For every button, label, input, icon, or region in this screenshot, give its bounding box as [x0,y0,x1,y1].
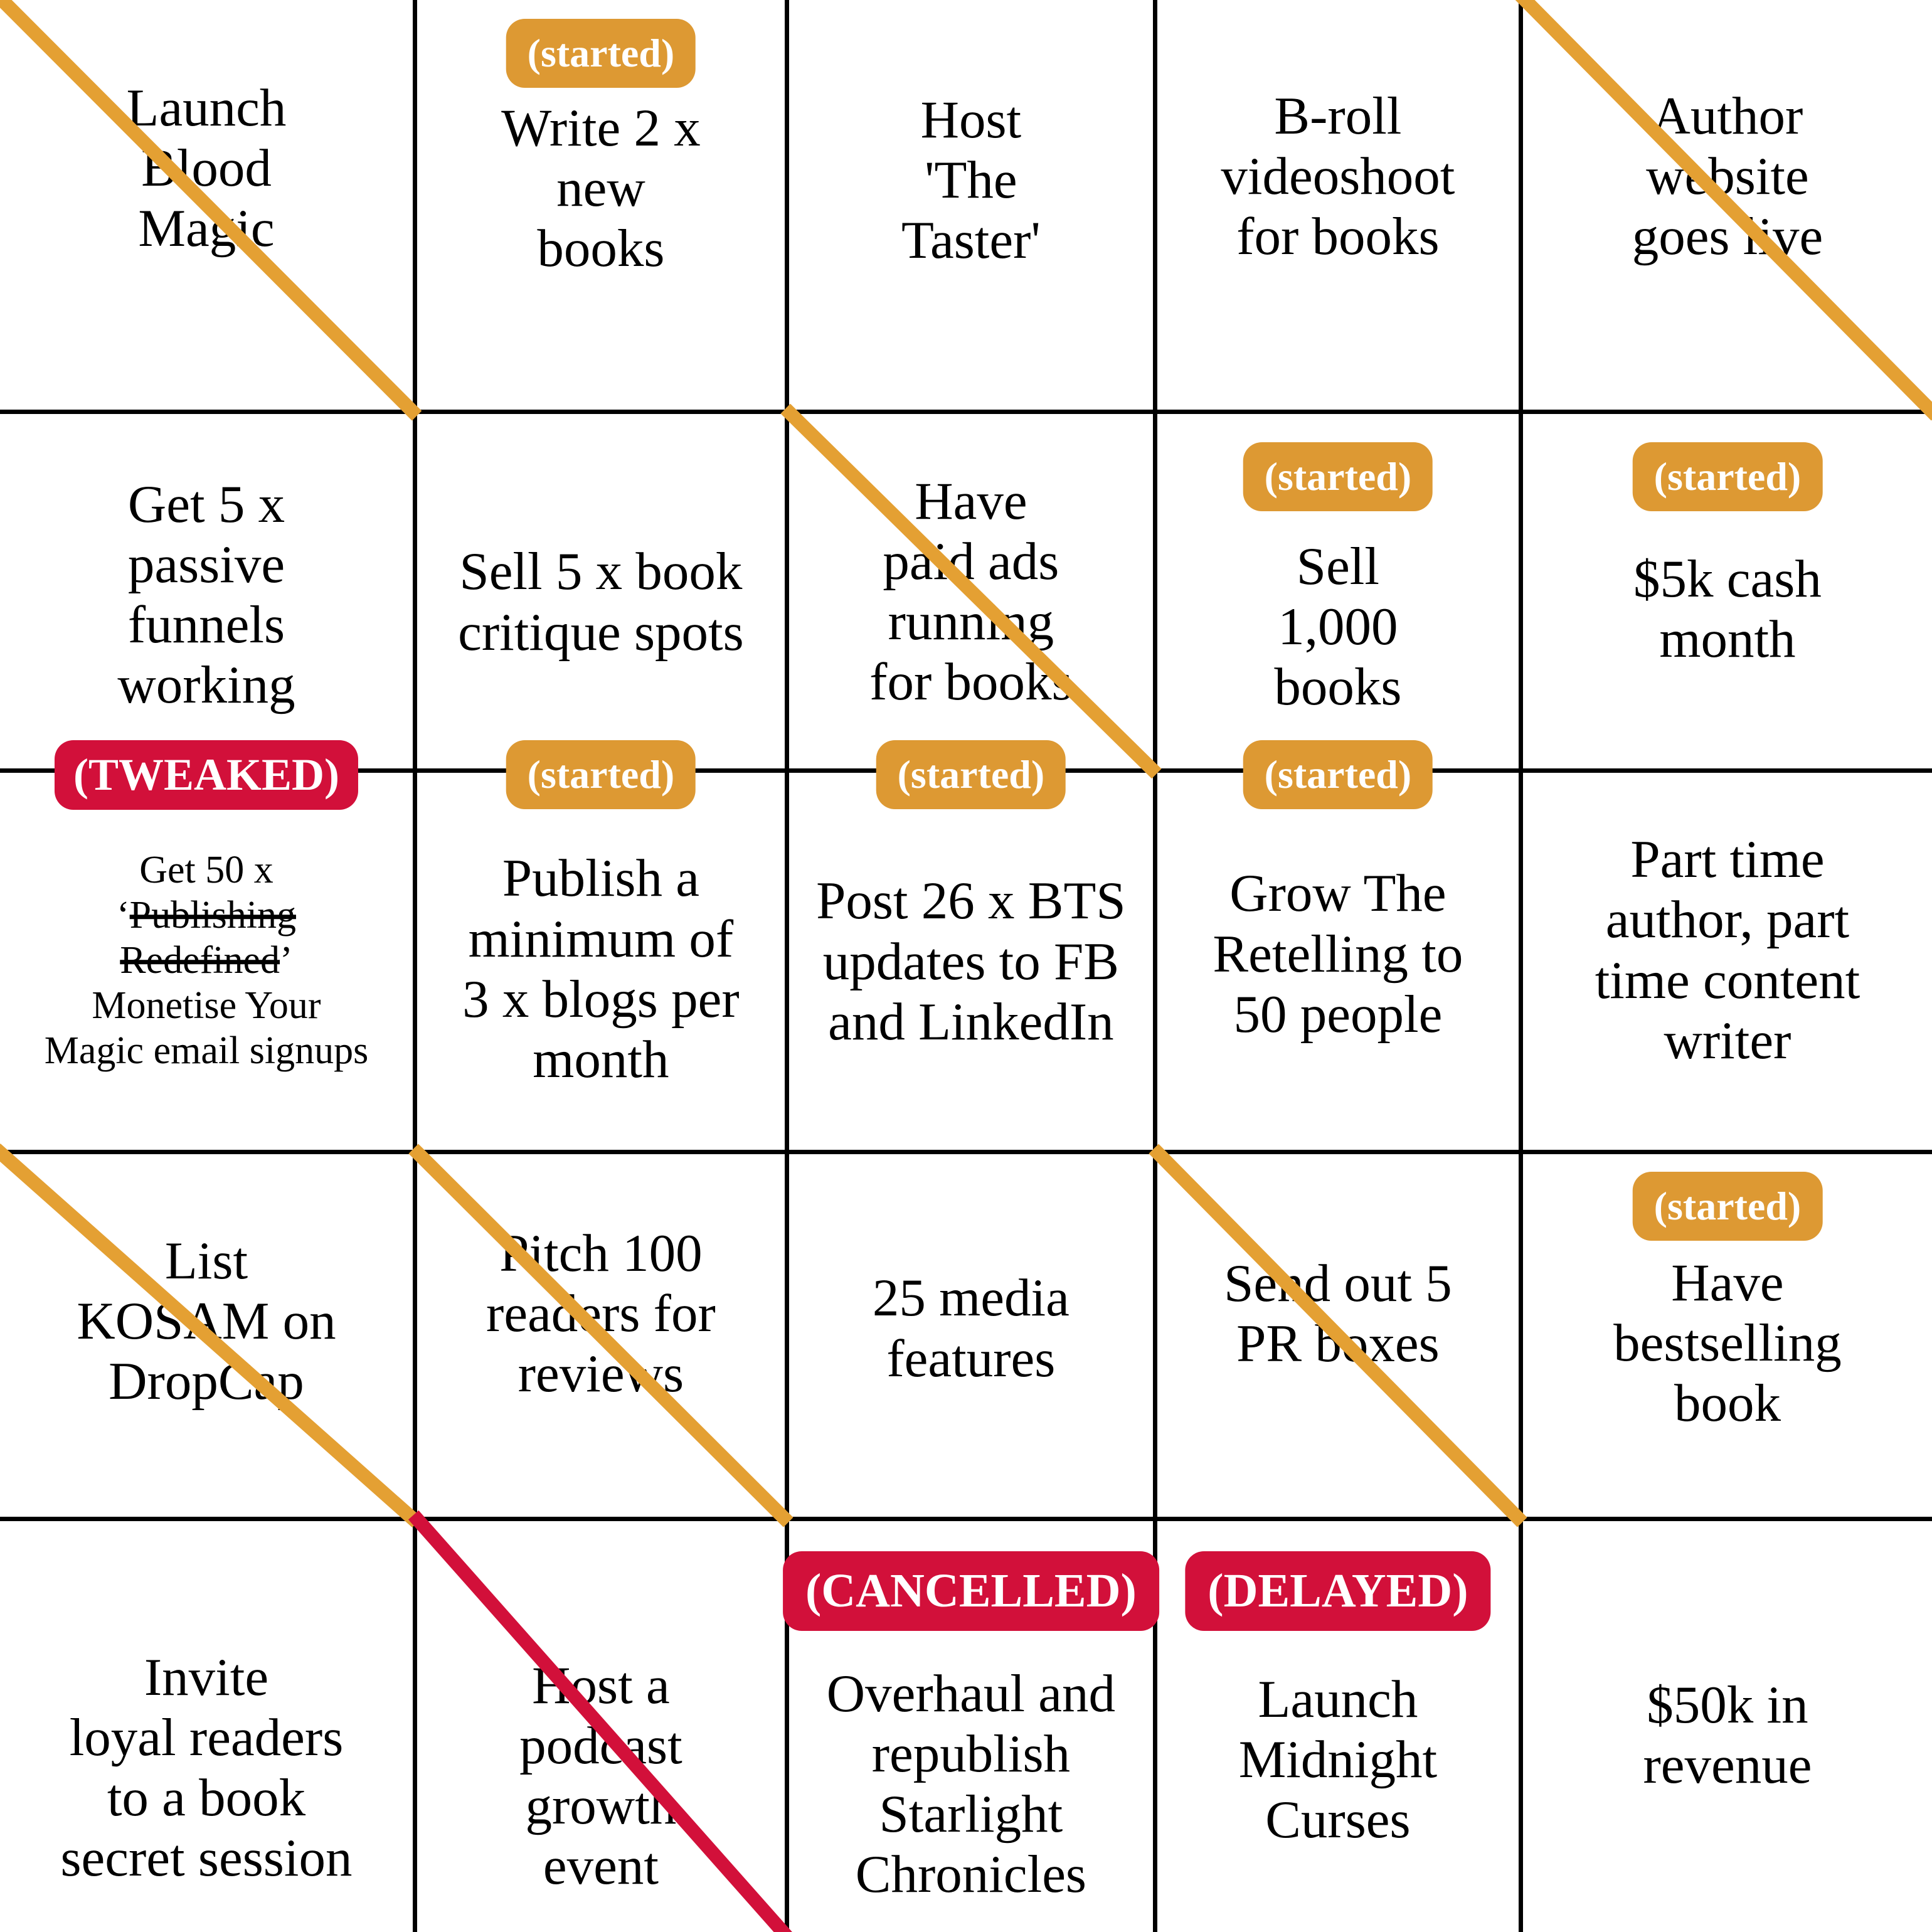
cell-text-r2c3: Have paid ads running for books [869,471,1073,711]
cell-r1c1: Launch Blood Magic [0,0,417,414]
cell-text-r4c1: List KOSAM on DropCap [77,1231,336,1411]
cell-r2c5: (started) $5k cash month [1522,414,1932,773]
cell-r1c3: Host 'The Taster' [788,0,1157,415]
status-badge-r5c4: (DELAYED) [1185,1551,1491,1632]
cell-text-r1c3: Host 'The Taster' [901,90,1041,270]
cell-text-r3c2: Publish a minimum of 3 x blogs per month [462,849,740,1089]
cell-r5c4: (DELAYED) Launch Midnight Curses [1157,1521,1523,1932]
cell-r1c2: (started) Write 2 x new books [417,0,789,415]
cell-text-r2c2: Sell 5 x book critique spots [458,542,744,662]
cell-text-r4c3: 25 media features [872,1268,1070,1388]
cell-r4c1: List KOSAM on DropCap [0,1154,417,1521]
cell-r4c2: Pitch 100 readers for reviews [417,1154,789,1521]
cell-r3c3: (started) Post 26 x BTS updates to FB and L… [788,740,1157,1154]
cell-r2c2: Sell 5 x book critique spots [417,414,789,773]
cell-r4c5: (started) Have bestselling book [1522,1154,1932,1522]
cell-text-r1c5: Author website goes live [1632,86,1823,266]
status-badge-r2c5: (started) [1632,442,1823,512]
cell-text-r1c2: Write 2 x new books [501,98,701,279]
cell-text-r4c2: Pitch 100 readers for reviews [486,1224,716,1404]
cell-r4c4: Send out 5 PR boxes [1157,1154,1523,1521]
cell-text-r5c2: Host a podcast growth event [519,1656,682,1896]
status-badge-r5c3: (CANCELLED) [782,1551,1159,1632]
status-badge-r3c4: (started) [1243,740,1433,809]
status-badge-r3c1: (TWEAKED) [54,740,358,810]
cell-r1c5: Author website goes live [1523,0,1932,414]
status-badge-r1c2: (started) [506,19,696,88]
cell-r3c1: (TWEAKED) Get 50 x ‘Publishing Redefined’ Mo… [0,740,417,1154]
cell-r2c3: Have paid ads running for books [789,414,1157,773]
cell-r5c2: Host a podcast growth event [417,1521,789,1932]
cell-text-r3c5: Part time author, part time content writer [1595,830,1860,1070]
cell-r2c1: Get 5 x passive funnels working [0,414,417,773]
status-badge-r2c4: (started) [1243,442,1433,512]
cell-r4c3: 25 media features [788,1154,1157,1522]
cell-r3c4: (started) Grow The Retelling to 50 people [1157,740,1523,1154]
cell-text-r3c1: Get 50 x ‘Publishing Redefined’ Monetise Yo… [44,849,369,1073]
cell-r1c4: B-roll videoshoot for books [1157,0,1523,415]
status-badge-r3c3: (started) [876,740,1066,809]
cell-text-r5c4: Launch Midnight Curses [1238,1669,1438,1849]
cell-text-r1c4: B-roll videoshoot for books [1221,86,1455,266]
cell-text-r3c4: Grow The Retelling to 50 people [1213,864,1463,1044]
status-badge-r4c5: (started) [1632,1171,1823,1241]
cell-text-r2c4: Sell 1,000 books [1274,536,1402,717]
cell-r5c1: Invite loyal readers to a book secret sessi… [0,1521,417,1932]
status-badge-r3c2: (started) [506,740,696,809]
cell-text-r2c5: $5k cash month [1633,549,1822,669]
cell-text-r5c5: $50k in revenue [1643,1675,1812,1795]
cell-text-r2c1: Get 5 x passive funnels working [117,475,295,715]
cell-r5c5: $50k in revenue [1522,1521,1932,1932]
cell-text-r1c1: Launch Blood Magic [126,78,287,258]
cell-text-r4c5: Have bestselling book [1613,1253,1842,1433]
cell-text-r5c1: Invite loyal readers to a book secret sessi… [60,1647,353,1888]
cell-r3c2: (started) Publish a minimum of 3 x blogs pe… [417,740,789,1154]
cell-text-r3c3: Post 26 x BTS updates to FB and LinkedIn [816,871,1126,1051]
cell-text-r4c4: Send out 5 PR boxes [1224,1254,1452,1374]
cell-text-r5c3: Overhaul and republish Starlight Chronicles [826,1664,1115,1904]
cell-r5c3: (CANCELLED) Overhaul and republish Starligh… [782,1521,1159,1932]
cell-r3c5: Part time author, part time content writer [1522,772,1932,1154]
cell-r2c4: (started) Sell 1,000 books [1157,414,1523,773]
